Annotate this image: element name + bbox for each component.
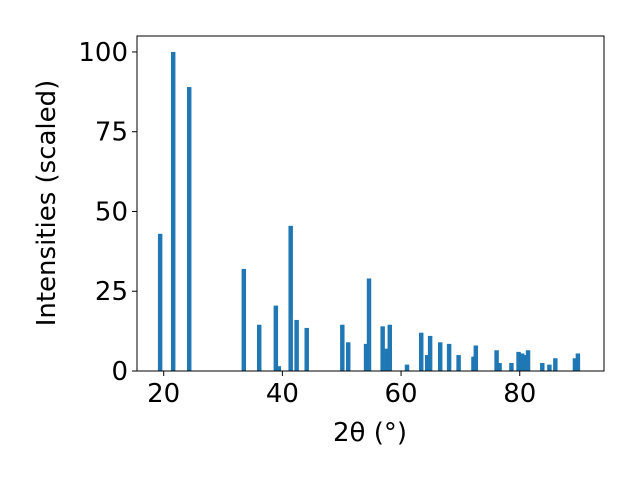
x-tick-label: 20 [147, 379, 180, 409]
y-tick-label: 25 [95, 277, 128, 307]
plot-frame [136, 35, 605, 372]
bar [572, 358, 578, 371]
bar [366, 278, 372, 371]
bar [288, 225, 293, 371]
bar [157, 233, 163, 371]
x-tick-label: 40 [266, 379, 299, 409]
bar [438, 342, 443, 371]
bar [276, 366, 282, 371]
bar [346, 342, 351, 371]
bar [186, 87, 192, 372]
bar [170, 51, 176, 371]
bar [525, 350, 531, 371]
y-tick-label: 75 [95, 118, 128, 148]
bar [294, 319, 299, 371]
y-axis-label: Intensities (scaled) [32, 80, 62, 327]
y-tick-label: 50 [95, 197, 128, 227]
bar [380, 326, 385, 371]
x-tick-label: 60 [385, 379, 418, 409]
bar [424, 355, 430, 371]
bar [516, 351, 521, 371]
bar [384, 348, 390, 371]
bar [304, 327, 309, 371]
bar [363, 343, 369, 371]
bar [473, 345, 479, 371]
x-axis-label: 2θ (°) [333, 418, 407, 448]
bar [340, 324, 345, 371]
bar [522, 355, 527, 371]
y-axis-ticks: 0 25 50 75 100 [78, 38, 137, 387]
bar [456, 355, 461, 371]
bar [471, 356, 476, 371]
bar [575, 353, 581, 371]
bar [553, 358, 558, 371]
x-axis-ticks: 20 40 60 80 [147, 371, 536, 409]
bar [446, 343, 452, 371]
bar [547, 364, 552, 371]
bar [519, 353, 525, 371]
bar-series [157, 51, 581, 372]
bar [427, 335, 433, 371]
y-tick-label: 0 [111, 357, 128, 387]
bar [497, 363, 502, 371]
bar [494, 350, 499, 371]
x-tick-label: 80 [503, 379, 536, 409]
bar [509, 363, 514, 371]
bar [257, 324, 262, 371]
bar [419, 332, 424, 371]
bar [404, 364, 410, 371]
y-tick-label: 100 [78, 38, 128, 68]
bar [273, 305, 279, 371]
bar [387, 324, 393, 371]
bar [540, 363, 545, 371]
bar [241, 268, 247, 371]
